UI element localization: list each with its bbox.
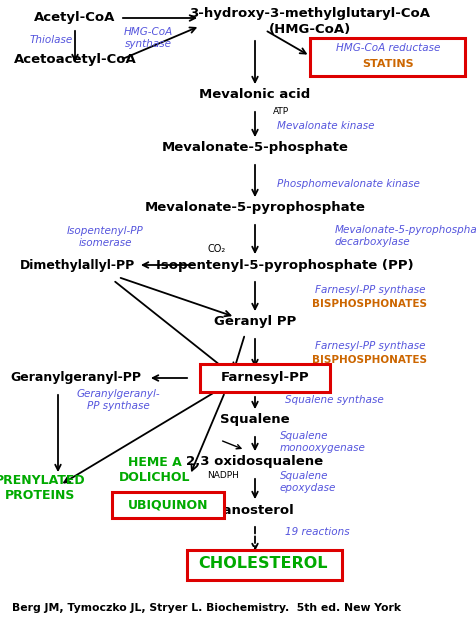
Text: 3-hydroxy-3-methylglutaryl-CoA: 3-hydroxy-3-methylglutaryl-CoA xyxy=(189,7,430,21)
Text: Squalene synthase: Squalene synthase xyxy=(284,395,383,405)
Text: BISPHOSPHONATES: BISPHOSPHONATES xyxy=(312,299,426,309)
Text: STATINS: STATINS xyxy=(361,59,413,69)
Text: CO₂: CO₂ xyxy=(208,244,226,254)
Bar xyxy=(112,492,224,518)
Text: Isopentenyl-5-pyrophosphate (PP): Isopentenyl-5-pyrophosphate (PP) xyxy=(156,258,413,271)
Text: HEME A
DOLICHOL: HEME A DOLICHOL xyxy=(119,456,190,484)
Text: Squalene
monooxygenase: Squalene monooxygenase xyxy=(279,431,365,453)
Bar xyxy=(199,364,329,392)
Bar xyxy=(187,550,341,580)
Text: Acetoacetyl-CoA: Acetoacetyl-CoA xyxy=(14,54,136,67)
Text: UBIQUINON: UBIQUINON xyxy=(128,499,208,512)
Text: Mevalonate-5-pyrophosphate: Mevalonate-5-pyrophosphate xyxy=(144,202,365,215)
Text: Farnesyl-PP synthase: Farnesyl-PP synthase xyxy=(314,285,425,295)
Text: Thiolase: Thiolase xyxy=(30,35,73,45)
Text: (HMG-CoA): (HMG-CoA) xyxy=(268,24,350,36)
Text: Mevalonate-5-phosphate: Mevalonate-5-phosphate xyxy=(161,142,347,155)
Text: 19 reactions: 19 reactions xyxy=(284,527,349,537)
Text: ATP: ATP xyxy=(272,107,288,117)
Text: Lanosterol: Lanosterol xyxy=(215,504,294,517)
Text: Mevalonate-5-pyrophosphate
decarboxylase: Mevalonate-5-pyrophosphate decarboxylase xyxy=(334,225,476,247)
Text: PRENYLATED
PROTEINS: PRENYLATED PROTEINS xyxy=(0,474,85,502)
Text: CHOLESTEROL: CHOLESTEROL xyxy=(198,557,327,572)
Text: Geranyl PP: Geranyl PP xyxy=(213,316,296,328)
Text: Berg JM, Tymoczko JL, Stryer L. Biochemistry.  5th ed. New York: Berg JM, Tymoczko JL, Stryer L. Biochemi… xyxy=(12,603,400,613)
Text: HMG-CoA
synthase: HMG-CoA synthase xyxy=(123,27,172,49)
Text: Geranylgeranyl-
PP synthase: Geranylgeranyl- PP synthase xyxy=(76,389,159,411)
Text: BISPHOSPHONATES: BISPHOSPHONATES xyxy=(312,355,426,365)
Text: Dimethylallyl-PP: Dimethylallyl-PP xyxy=(20,258,135,271)
Text: Geranylgeranyl-PP: Geranylgeranyl-PP xyxy=(10,371,141,384)
Text: Farnesyl-PP synthase: Farnesyl-PP synthase xyxy=(314,341,425,351)
Text: Farnesyl-PP: Farnesyl-PP xyxy=(220,371,308,384)
Text: 2,3 oxidosqualene: 2,3 oxidosqualene xyxy=(186,456,323,469)
Text: Squalene
epoxydase: Squalene epoxydase xyxy=(279,471,336,493)
Text: HMG-CoA reductase: HMG-CoA reductase xyxy=(335,43,439,53)
Text: Mevalonic acid: Mevalonic acid xyxy=(199,89,310,102)
Text: Acetyl-CoA: Acetyl-CoA xyxy=(34,11,116,24)
Text: Mevalonate kinase: Mevalonate kinase xyxy=(277,121,374,131)
Text: NADPH: NADPH xyxy=(207,472,238,480)
Text: Phosphomevalonate kinase: Phosphomevalonate kinase xyxy=(277,179,419,189)
Text: Isopentenyl-PP
isomerase: Isopentenyl-PP isomerase xyxy=(67,227,143,248)
Bar xyxy=(309,38,464,76)
Text: Squalene: Squalene xyxy=(220,414,289,426)
